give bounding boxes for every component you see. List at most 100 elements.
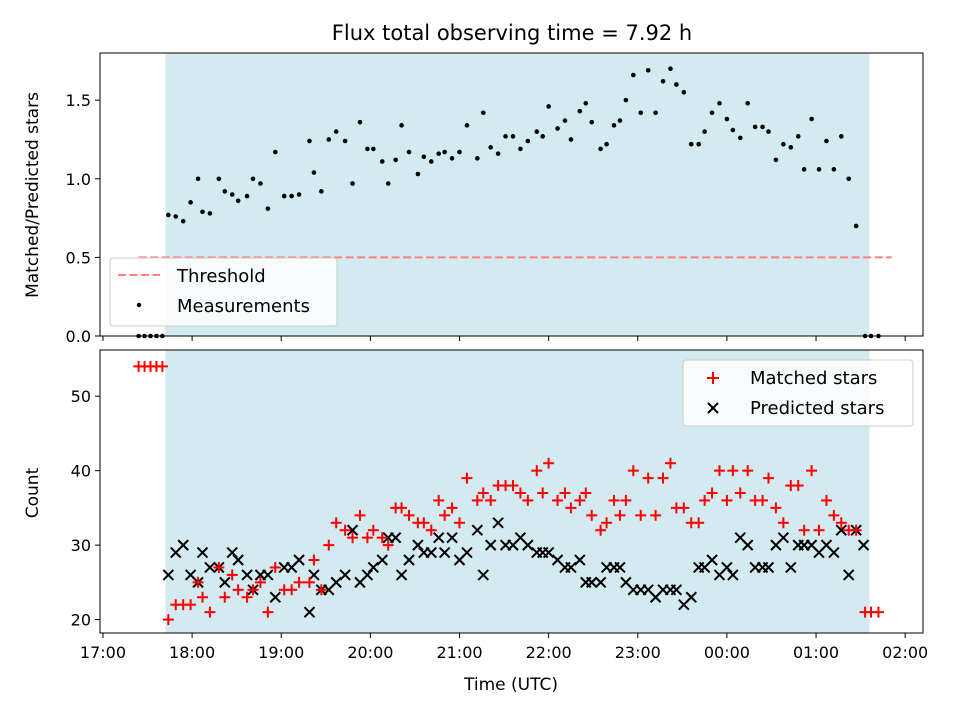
matched-stars-point <box>693 517 705 529</box>
measurement-point <box>289 193 294 199</box>
measurement-point <box>495 151 501 156</box>
matched-stars-point <box>507 480 519 492</box>
matched-stars-point <box>232 584 244 596</box>
matched-stars-point <box>477 487 489 499</box>
matched-stars-point <box>713 465 725 477</box>
measurement-point <box>702 129 707 134</box>
measurement-point <box>442 149 447 155</box>
measurement-point <box>568 137 574 142</box>
matched-stars-point <box>763 472 775 484</box>
legend-measurements-label: Measurements <box>177 296 310 317</box>
measurement-point <box>166 212 171 218</box>
predicted-stars-point <box>241 569 253 581</box>
predicted-stars-point <box>777 531 790 544</box>
measurement-point <box>645 67 651 73</box>
predicted-stars-point <box>389 531 402 544</box>
matched-stars-point <box>303 576 315 588</box>
measurement-point <box>681 90 687 95</box>
predicted-stars-point <box>262 569 274 581</box>
measurement-point <box>709 110 715 116</box>
measurement-point <box>773 157 779 163</box>
matched-stars-point <box>396 502 408 514</box>
matched-stars-point <box>586 509 598 521</box>
measurement-point <box>589 119 595 125</box>
predicted-stars-point <box>226 546 238 559</box>
matched-stars-point <box>192 576 204 588</box>
measurement-point <box>831 167 837 172</box>
top-y-axis-label: Matched/Predicted stars <box>23 92 43 298</box>
measurement-point <box>235 198 241 204</box>
matched-stars-point <box>403 509 415 521</box>
matched-stars-point <box>580 487 592 499</box>
matched-stars-point <box>614 509 626 521</box>
measurement-point <box>503 134 508 139</box>
measurement-point <box>801 167 807 172</box>
top-legend-box <box>109 257 338 327</box>
matched-stars-point <box>543 457 555 469</box>
matched-stars-point <box>439 509 451 521</box>
measurement-point <box>488 145 494 150</box>
predicted-stars-point <box>303 606 316 618</box>
x-tick-label: 20:00 <box>347 643 393 662</box>
measurement-point <box>540 134 545 139</box>
measurement-point <box>752 124 758 130</box>
measurement-point <box>525 138 531 144</box>
measurement-point <box>781 141 786 147</box>
predicted-stars-point <box>828 546 840 559</box>
measurement-point <box>816 167 822 172</box>
matched-stars-point <box>601 517 613 529</box>
predicted-stars-point <box>522 539 534 551</box>
matched-stars-point <box>247 584 259 596</box>
predicted-stars-point <box>433 531 445 544</box>
predicted-stars-point <box>586 576 598 589</box>
predicted-stars-point <box>293 554 305 566</box>
matched-stars-point <box>446 502 458 514</box>
measurement-point <box>415 171 421 177</box>
matched-stars-point <box>485 494 497 506</box>
measurement-point <box>688 141 694 147</box>
matched-stars-point <box>514 487 526 499</box>
measurement-point <box>737 135 743 141</box>
measurement-point <box>480 110 486 116</box>
measurement-point <box>788 145 794 150</box>
x-tick-label: 02:00 <box>882 643 928 662</box>
measurement-point <box>207 211 213 216</box>
bottom-y-axis-label: Count <box>23 467 43 518</box>
top-y-axis: 0.0 0.5 1.0 1.5 <box>66 91 100 346</box>
measurement-point <box>717 101 722 106</box>
measurement-point <box>272 149 278 155</box>
matched-stars-point <box>706 487 718 499</box>
matched-stars-point <box>269 561 281 573</box>
matched-stars-point <box>734 487 746 499</box>
matched-stars-point <box>219 591 231 603</box>
matched-stars-point <box>850 524 862 536</box>
matched-stars-point <box>433 494 445 506</box>
matched-stars-point <box>657 472 669 484</box>
measurement-point <box>475 156 480 161</box>
measurement-point <box>188 200 193 205</box>
matched-stars-point <box>552 494 564 506</box>
measurement-point <box>745 101 751 106</box>
matched-stars-point <box>361 532 373 544</box>
top-x-ticks <box>102 336 906 341</box>
measurement-point <box>611 123 617 128</box>
bottom-panel: 20 30 40 50 17:00 18:00 19:00 20:00 21:00 22:00 2… <box>23 349 928 695</box>
measurement-point <box>296 192 302 197</box>
measurement-point <box>229 192 235 197</box>
x-tick-label: 21:00 <box>436 643 482 662</box>
top-panel: 0.0 0.5 1.0 1.5 Matched/Predicted stars Thr… <box>23 52 924 346</box>
matched-stars-point <box>620 494 632 506</box>
measurement-point <box>350 181 355 186</box>
bottom-legend: Matched stars Predicted stars <box>682 359 914 427</box>
matched-stars-point <box>608 494 620 506</box>
matched-stars-point <box>382 539 394 551</box>
matched-stars-point <box>293 576 305 588</box>
matched-stars-point <box>308 554 320 566</box>
legend-predicted-swatch <box>707 402 719 414</box>
matched-stars-point <box>574 494 586 506</box>
measurement-point <box>617 118 623 123</box>
y-tick-label: 20 <box>71 611 91 630</box>
matched-stars-point <box>323 539 335 551</box>
predicted-stars-point <box>685 591 697 603</box>
